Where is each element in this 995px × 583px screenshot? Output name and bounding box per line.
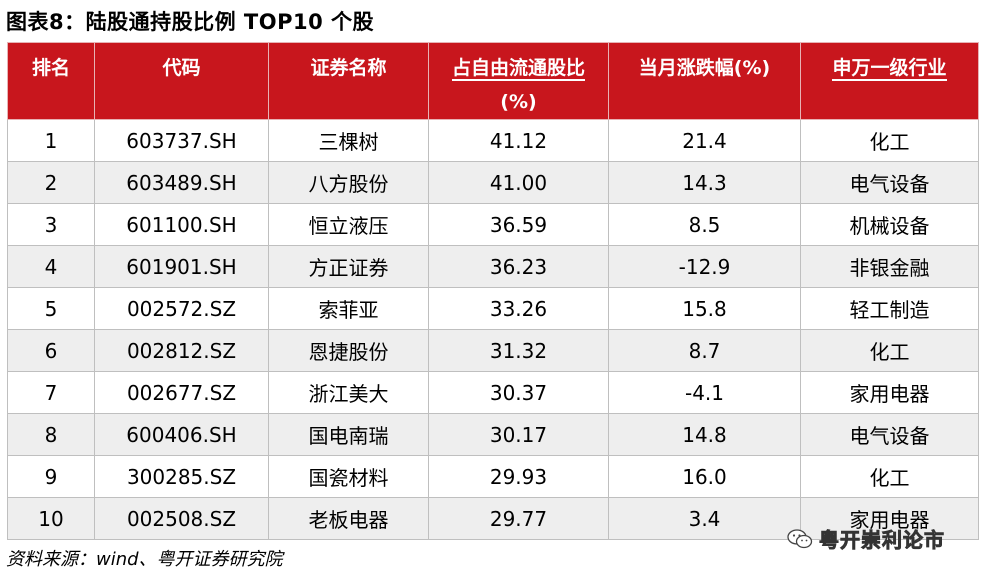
cell-code: 002812.SZ [94, 329, 269, 372]
cell-rank: 7 [7, 371, 95, 414]
cell-monthly-change: 8.7 [608, 329, 801, 372]
cell-free-float-ratio: 36.23 [428, 245, 609, 288]
table-row: 3 601100.SH 恒立液压 36.59 8.5 机械设备 [7, 203, 979, 246]
cell-free-float-ratio: 29.93 [428, 455, 609, 498]
source-note: 资料来源：wind、粤开证券研究院 [6, 549, 283, 570]
cell-security-name: 恩捷股份 [268, 329, 429, 372]
table-row: 7 002677.SZ 浙江美大 30.37 -4.1 家用电器 [7, 371, 979, 414]
cell-code: 601100.SH [94, 203, 269, 246]
cell-rank: 6 [7, 329, 95, 372]
cell-free-float-ratio: 30.37 [428, 371, 609, 414]
cell-industry: 轻工制造 [800, 287, 979, 330]
cell-industry: 电气设备 [800, 413, 979, 456]
cell-security-name: 索菲亚 [268, 287, 429, 330]
cell-rank: 9 [7, 455, 95, 498]
cell-security-name: 浙江美大 [268, 371, 429, 414]
cell-rank: 4 [7, 245, 95, 288]
cell-monthly-change: 14.8 [608, 413, 801, 456]
cell-free-float-ratio: 29.77 [428, 497, 609, 540]
cell-industry: 机械设备 [800, 203, 979, 246]
cell-code: 300285.SZ [94, 455, 269, 498]
cell-monthly-change: -4.1 [608, 371, 801, 414]
cell-security-name: 国瓷材料 [268, 455, 429, 498]
cell-security-name: 国电南瑞 [268, 413, 429, 456]
cell-monthly-change: 3.4 [608, 497, 801, 540]
cell-monthly-change: 21.4 [608, 119, 801, 162]
cell-industry: 电气设备 [800, 161, 979, 204]
header-free-float-ratio-line1[interactable]: 占自由流通股比 [451, 57, 585, 81]
cell-industry: 化工 [800, 329, 979, 372]
cell-monthly-change: 15.8 [608, 287, 801, 330]
cell-security-name: 八方股份 [268, 161, 429, 204]
cell-monthly-change: 14.3 [608, 161, 801, 204]
cell-industry: 家用电器 [800, 371, 979, 414]
cell-industry: 化工 [800, 119, 979, 162]
table-row: 2 603489.SH 八方股份 41.00 14.3 电气设备 [7, 161, 979, 204]
cell-industry: 家用电器 [800, 497, 979, 540]
cell-code: 601901.SH [94, 245, 269, 288]
cell-rank: 3 [7, 203, 95, 246]
cell-security-name: 方正证券 [268, 245, 429, 288]
header-name: 证券名称 [268, 42, 429, 120]
cell-security-name: 恒立液压 [268, 203, 429, 246]
watermark-text: 粤开崇利论市 [819, 528, 945, 553]
cell-monthly-change: 8.5 [608, 203, 801, 246]
header-industry[interactable]: 申万一级行业 [800, 42, 979, 120]
cell-free-float-ratio: 30.17 [428, 413, 609, 456]
cell-industry: 非银金融 [800, 245, 979, 288]
cell-security-name: 三棵树 [268, 119, 429, 162]
top10-holdings-table: 排名 代码 证券名称 占自由流通股比 (%) 当月涨跌幅(%) 申万一级行业 1… [7, 42, 979, 540]
cell-monthly-change: 16.0 [608, 455, 801, 498]
table-row: 9 300285.SZ 国瓷材料 29.93 16.0 化工 [7, 455, 979, 498]
cell-code: 002508.SZ [94, 497, 269, 540]
header-code: 代码 [94, 42, 269, 120]
table-row: 4 601901.SH 方正证券 36.23 -12.9 非银金融 [7, 245, 979, 288]
cell-code: 002572.SZ [94, 287, 269, 330]
cell-rank: 5 [7, 287, 95, 330]
header-monthly-change: 当月涨跌幅(%) [608, 42, 801, 120]
cell-rank: 1 [7, 119, 95, 162]
header-free-float-ratio-line2: (%) [500, 91, 537, 113]
cell-monthly-change: -12.9 [608, 245, 801, 288]
table-row: 1 603737.SH 三棵树 41.12 21.4 化工 [7, 119, 979, 162]
cell-rank: 2 [7, 161, 95, 204]
table-row: 8 600406.SH 国电南瑞 30.17 14.8 电气设备 [7, 413, 979, 456]
header-free-float-ratio[interactable]: 占自由流通股比 (%) [428, 42, 609, 120]
cell-industry: 化工 [800, 455, 979, 498]
header-rank: 排名 [7, 42, 95, 120]
cell-rank: 10 [7, 497, 95, 540]
cell-free-float-ratio: 41.00 [428, 161, 609, 204]
table-row: 5 002572.SZ 索菲亚 33.26 15.8 轻工制造 [7, 287, 979, 330]
cell-free-float-ratio: 36.59 [428, 203, 609, 246]
table-row: 10 002508.SZ 老板电器 29.77 3.4 家用电器 [7, 497, 979, 540]
cell-code: 603737.SH [94, 119, 269, 162]
cell-code: 603489.SH [94, 161, 269, 204]
wechat-icon [787, 528, 813, 548]
cell-free-float-ratio: 31.32 [428, 329, 609, 372]
cell-code: 600406.SH [94, 413, 269, 456]
cell-security-name: 老板电器 [268, 497, 429, 540]
table-header-row: 排名 代码 证券名称 占自由流通股比 (%) 当月涨跌幅(%) 申万一级行业 [7, 42, 979, 120]
figure-title: 图表8：陆股通持股比例 TOP10 个股 [6, 10, 375, 34]
cell-free-float-ratio: 41.12 [428, 119, 609, 162]
cell-free-float-ratio: 33.26 [428, 287, 609, 330]
cell-code: 002677.SZ [94, 371, 269, 414]
table-row: 6 002812.SZ 恩捷股份 31.32 8.7 化工 [7, 329, 979, 372]
watermark: 粤开崇利论市 [787, 524, 945, 553]
cell-rank: 8 [7, 413, 95, 456]
